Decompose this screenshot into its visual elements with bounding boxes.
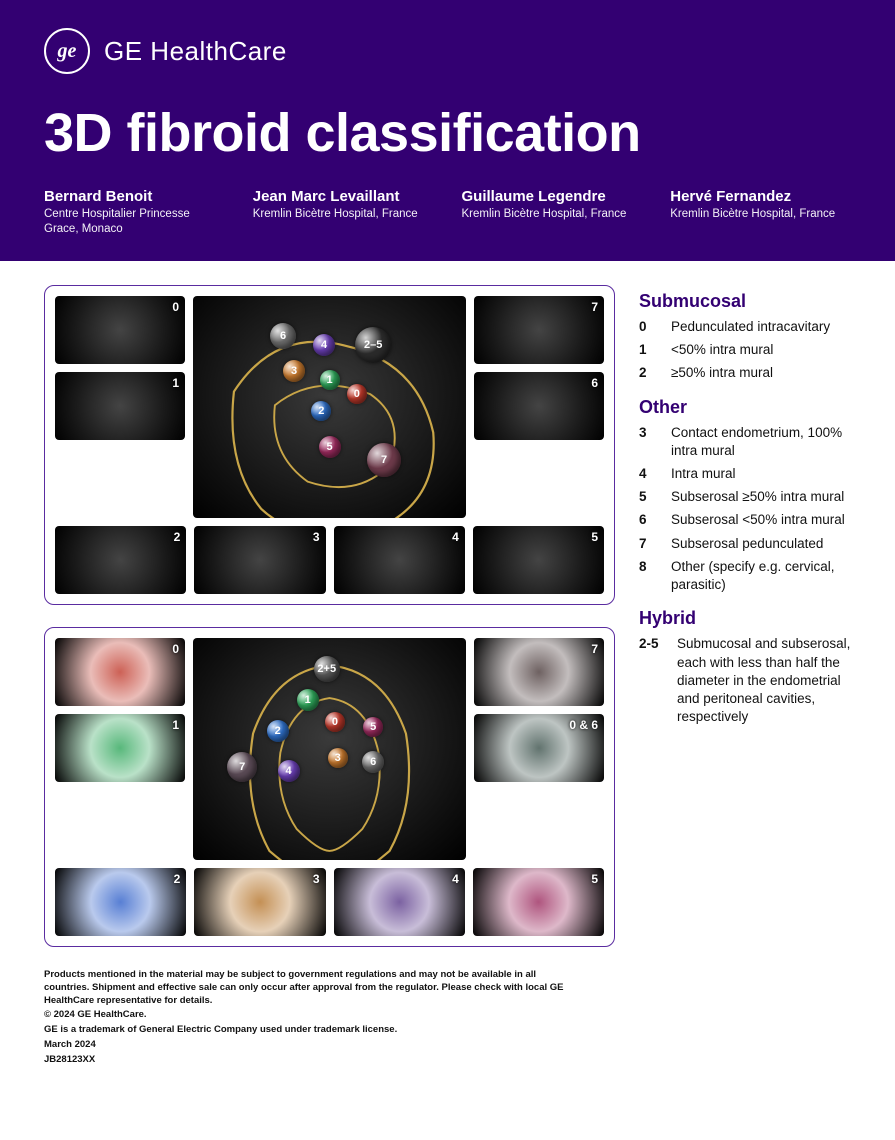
- panels-column: 0 1 643102572–5 7 6 2 3 4 5: [44, 285, 615, 947]
- logo-row: ge GE HealthCare: [44, 28, 851, 74]
- classification-ball: 0: [347, 384, 367, 404]
- legend-item: 0Pedunculated intracavitary: [639, 318, 851, 336]
- classification-ball: 5: [363, 717, 383, 737]
- legend-item: 4Intra mural: [639, 465, 851, 483]
- author: Jean Marc Levaillant Kremlin Bicètre Hos…: [253, 188, 434, 237]
- brand-text: GE HealthCare: [104, 36, 287, 67]
- classification-ball: 7: [227, 752, 257, 782]
- ultrasound-thumb-tinted: 5: [473, 868, 604, 936]
- right-col: 7 6: [474, 296, 604, 518]
- left-col: 0 1: [55, 296, 185, 518]
- header: ge GE HealthCare 3D fibroid classificati…: [0, 0, 895, 261]
- ge-monogram-icon: ge: [44, 28, 90, 74]
- legend-item: 8Other (specify e.g. cervical, parasitic…: [639, 558, 851, 594]
- legend-item: 5Subserosal ≥50% intra mural: [639, 488, 851, 506]
- classification-ball: 3: [328, 748, 348, 768]
- classification-ball: 7: [367, 443, 401, 477]
- footer-copyright: © 2024 GE HealthCare.: [44, 1009, 576, 1022]
- page-title: 3D fibroid classification: [44, 102, 851, 164]
- legend-list-submucosal: 0Pedunculated intracavitary 1<50% intra …: [639, 318, 851, 383]
- center-diagram: 2+510253647: [193, 638, 466, 860]
- author: Bernard Benoit Centre Hospitalier Prince…: [44, 188, 225, 237]
- legend-list-hybrid: 2-5Submucosal and subserosal, each with …: [639, 635, 851, 726]
- legend-item: 2≥50% intra mural: [639, 364, 851, 382]
- classification-ball: 4: [313, 334, 335, 356]
- classification-panel-color: 0 1 2+510253647 7 0 & 6 2 3 4 5: [44, 627, 615, 947]
- ultrasound-thumb: 1: [55, 372, 185, 440]
- ultrasound-thumb: 0: [55, 296, 185, 364]
- left-col: 0 1: [55, 638, 185, 860]
- footer-code: JB28123XX: [44, 1054, 576, 1067]
- footer-disclaimer: Products mentioned in the material may b…: [44, 969, 576, 1007]
- legend-item: 1<50% intra mural: [639, 341, 851, 359]
- ultrasound-thumb: 4: [334, 526, 465, 594]
- ultrasound-thumb: 3: [194, 526, 325, 594]
- center-diagram: 643102572–5: [193, 296, 466, 518]
- ultrasound-thumb: 5: [473, 526, 604, 594]
- footer-trademark: GE is a trademark of General Electric Co…: [44, 1024, 576, 1037]
- ultrasound-thumb: 7: [474, 296, 604, 364]
- legend-heading-other: Other: [639, 397, 851, 418]
- classification-ball: 1: [320, 370, 340, 390]
- ultrasound-thumb-tinted: 3: [194, 868, 325, 936]
- legend-heading-submucosal: Submucosal: [639, 291, 851, 312]
- classification-ball: 4: [278, 760, 300, 782]
- ultrasound-thumb-tinted: 0: [55, 638, 185, 706]
- ultrasound-thumb-tinted: 7: [474, 638, 604, 706]
- ultrasound-thumb: 6: [474, 372, 604, 440]
- ultrasound-thumb: 2: [55, 526, 186, 594]
- footer-date: March 2024: [44, 1039, 576, 1052]
- classification-ball: 6: [270, 323, 296, 349]
- bottom-row: 2 3 4 5: [55, 868, 604, 936]
- legend-item: 3Contact endometrium, 100% intra mural: [639, 424, 851, 460]
- authors-row: Bernard Benoit Centre Hospitalier Prince…: [44, 188, 851, 237]
- classification-panel-grayscale: 0 1 643102572–5 7 6 2 3 4 5: [44, 285, 615, 605]
- classification-ball: 2: [267, 720, 289, 742]
- bottom-row: 2 3 4 5: [55, 526, 604, 594]
- legend-list-other: 3Contact endometrium, 100% intra mural 4…: [639, 424, 851, 595]
- author: Guillaume Legendre Kremlin Bicètre Hospi…: [462, 188, 643, 237]
- classification-ball: 5: [319, 436, 341, 458]
- right-col: 7 0 & 6: [474, 638, 604, 860]
- legend: Submucosal 0Pedunculated intracavitary 1…: [639, 285, 851, 947]
- content: 0 1 643102572–5 7 6 2 3 4 5: [0, 261, 895, 959]
- author: Hervé Fernandez Kremlin Bicètre Hospital…: [670, 188, 851, 237]
- classification-ball: 2–5: [355, 327, 391, 363]
- ultrasound-thumb-tinted: 2: [55, 868, 186, 936]
- ultrasound-thumb-tinted: 0 & 6: [474, 714, 604, 782]
- classification-ball: 2+5: [314, 656, 340, 682]
- legend-heading-hybrid: Hybrid: [639, 608, 851, 629]
- legend-item: 6Subserosal <50% intra mural: [639, 511, 851, 529]
- footer: Products mentioned in the material may b…: [0, 959, 620, 1093]
- legend-item: 2-5Submucosal and subserosal, each with …: [639, 635, 851, 726]
- classification-ball: 1: [297, 689, 319, 711]
- legend-item: 7Subserosal pedunculated: [639, 535, 851, 553]
- ultrasound-thumb-tinted: 4: [334, 868, 465, 936]
- ultrasound-thumb-tinted: 1: [55, 714, 185, 782]
